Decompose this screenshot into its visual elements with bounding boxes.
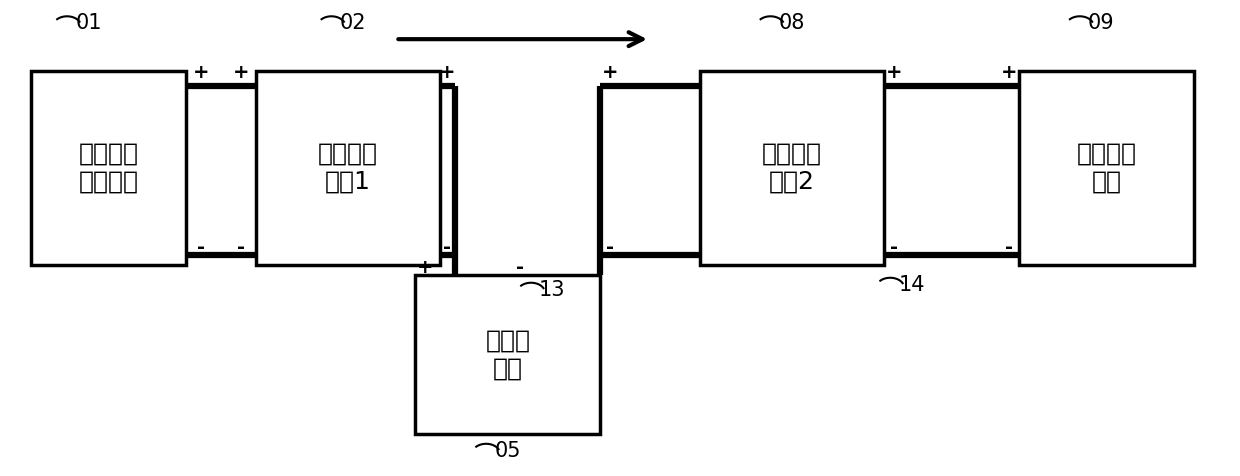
- Bar: [415, 275, 600, 434]
- Text: +: +: [887, 63, 903, 82]
- Text: 02: 02: [340, 13, 366, 33]
- Text: 13: 13: [539, 280, 565, 300]
- Text: +: +: [192, 63, 210, 82]
- Text: 电压变换
装置2: 电压变换 装置2: [763, 142, 822, 194]
- Text: 08: 08: [779, 13, 805, 33]
- Text: 01: 01: [76, 13, 102, 33]
- Text: -: -: [197, 238, 205, 258]
- Bar: [699, 71, 884, 265]
- Text: +: +: [601, 63, 619, 82]
- Bar: [1019, 71, 1194, 265]
- Text: 05: 05: [495, 441, 521, 461]
- Bar: [255, 71, 440, 265]
- Text: -: -: [890, 238, 899, 258]
- Text: -: -: [444, 238, 451, 258]
- Text: 电能输出
端口: 电能输出 端口: [1076, 142, 1136, 194]
- Text: +: +: [1001, 63, 1017, 82]
- Text: 锂离子
电池: 锂离子 电池: [485, 328, 531, 380]
- Text: 电压变换
装置1: 电压变换 装置1: [319, 142, 378, 194]
- Text: 09: 09: [1087, 13, 1115, 33]
- Text: 14: 14: [898, 275, 925, 295]
- Text: -: -: [606, 238, 614, 258]
- Text: -: -: [1006, 238, 1013, 258]
- Text: -: -: [237, 238, 244, 258]
- Text: +: +: [417, 258, 434, 278]
- Bar: [31, 71, 186, 265]
- Text: -: -: [516, 258, 525, 278]
- Text: 金属空气
燃料电池: 金属空气 燃料电池: [78, 142, 139, 194]
- Text: +: +: [233, 63, 249, 82]
- Text: +: +: [439, 63, 455, 82]
